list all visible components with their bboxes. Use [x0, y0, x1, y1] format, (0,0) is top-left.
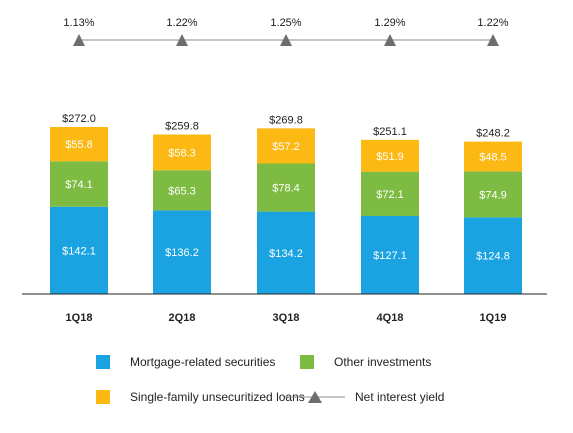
total-label-1Q19: $248.2: [476, 128, 510, 140]
data-label-mortgage-2Q18: $136.2: [165, 247, 199, 259]
data-label-mortgage-1Q18: $142.1: [62, 245, 96, 257]
bar-mortgage-4Q18: [361, 215, 419, 294]
data-label-other-4Q18: $72.1: [376, 189, 404, 201]
yield-label-4Q18: 1.29%: [374, 17, 405, 29]
yield-point-1Q18: [73, 34, 85, 46]
data-label-single-family-1Q18: $55.8: [65, 139, 93, 151]
bar-mortgage-2Q18: [153, 210, 211, 294]
x-tick-label-2Q18: 2Q18: [169, 312, 196, 324]
x-tick-label-1Q18: 1Q18: [66, 312, 93, 324]
bar-other-3Q18: [257, 163, 315, 212]
bar-single-family-4Q18: [361, 139, 419, 172]
yield-point-4Q18: [384, 34, 396, 46]
data-label-single-family-1Q19: $48.5: [479, 152, 507, 164]
total-label-4Q18: $251.1: [373, 126, 407, 138]
data-label-mortgage-1Q19: $124.8: [476, 251, 510, 263]
bar-other-1Q18: [50, 161, 108, 207]
data-label-other-1Q19: $74.9: [479, 189, 507, 201]
bar-other-1Q19: [464, 171, 522, 218]
data-label-other-1Q18: $74.1: [65, 179, 93, 191]
yield-label-2Q18: 1.22%: [166, 17, 197, 29]
bar-single-family-1Q18: [50, 127, 108, 162]
bar-mortgage-1Q19: [464, 217, 522, 294]
bar-other-2Q18: [153, 170, 211, 211]
bar-single-family-2Q18: [153, 134, 211, 171]
data-label-mortgage-4Q18: $127.1: [373, 250, 407, 262]
yield-point-3Q18: [280, 34, 292, 46]
data-label-single-family-2Q18: $58.3: [168, 147, 196, 159]
bar-other-4Q18: [361, 171, 419, 216]
net-interest-yield-line: 1.13% 1.22% 1.25% 1.29% 1.22%: [63, 17, 509, 46]
yield-point-2Q18: [176, 34, 188, 46]
x-tick-label-3Q18: 3Q18: [273, 312, 300, 324]
total-label-2Q18: $259.8: [165, 120, 199, 132]
data-label-other-2Q18: $65.3: [168, 185, 196, 197]
total-label-3Q18: $269.8: [269, 114, 303, 126]
data-label-single-family-3Q18: $57.2: [272, 141, 300, 153]
bar-single-family-3Q18: [257, 128, 315, 164]
total-label-1Q18: $272.0: [62, 113, 96, 125]
yield-label-1Q19: 1.22%: [477, 17, 508, 29]
data-label-mortgage-3Q18: $134.2: [269, 248, 303, 260]
data-label-single-family-4Q18: $51.9: [376, 151, 404, 163]
x-tick-label-1Q19: 1Q19: [480, 312, 507, 324]
bar-single-family-1Q19: [464, 141, 522, 172]
yield-point-1Q19: [487, 34, 499, 46]
x-axis: 1Q18 2Q18 3Q18 4Q18 1Q19: [22, 293, 547, 324]
bars: $142.1 $74.1 $55.8 $272.0 $136.2 $65.3 $58.3 $2…: [50, 113, 522, 294]
bar-mortgage-3Q18: [257, 211, 315, 294]
yield-label-1Q18: 1.13%: [63, 17, 94, 29]
yield-label-3Q18: 1.25%: [270, 17, 301, 29]
x-tick-label-4Q18: 4Q18: [377, 312, 404, 324]
data-label-other-3Q18: $78.4: [272, 183, 300, 195]
bar-mortgage-1Q18: [50, 206, 108, 294]
